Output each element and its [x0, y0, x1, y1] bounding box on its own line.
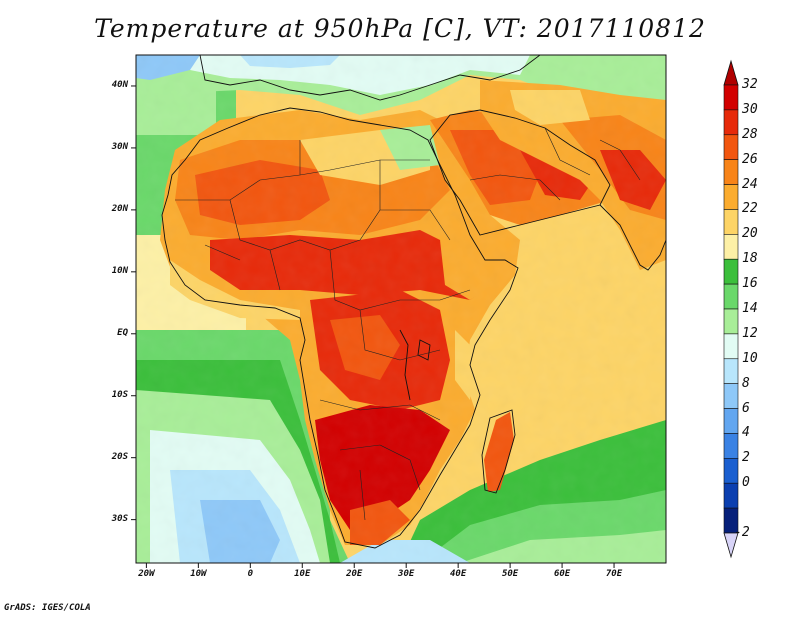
country-borders — [175, 127, 641, 521]
colorbar-swatch — [723, 458, 739, 484]
colorbar-swatch — [723, 258, 739, 285]
colorbar-swatch — [723, 383, 739, 409]
plot-border — [135, 54, 667, 564]
colorbar-label: 16 — [742, 276, 758, 292]
colorbar-swatch — [723, 84, 739, 111]
lat-tick-label: 10N — [111, 265, 128, 276]
colorbar-swatch — [723, 234, 739, 260]
colorbar-swatch — [723, 134, 739, 160]
lon-tick-label: 10E — [294, 569, 311, 579]
axis-ticks — [131, 85, 615, 568]
colorbar-swatch — [723, 333, 739, 360]
colorbar-label: -2 — [734, 525, 750, 540]
lat-tick-label: 20N — [111, 203, 128, 214]
colorbar-swatch — [723, 308, 739, 335]
colorbar-label: 18 — [742, 251, 758, 267]
colorbar-swatch — [723, 482, 739, 509]
grads-credit: GrADS: IGES/COLA — [4, 603, 91, 613]
colorbar-label: 2 — [742, 450, 750, 466]
lon-tick-label: 20E — [346, 569, 363, 579]
colorbar-swatch — [723, 283, 739, 310]
colorbar-swatch — [723, 358, 739, 384]
colorbar-label: 10 — [742, 350, 758, 366]
colorbar-label: 22 — [742, 201, 758, 217]
colorbar-label: 26 — [742, 151, 758, 167]
colorbar-swatch — [723, 109, 739, 136]
lat-tick-label: 30S — [111, 513, 128, 524]
colorbar-label: 24 — [742, 176, 758, 192]
lon-tick-label: 30E — [398, 569, 415, 579]
map-title: Temperature at 950hPa [C], VT: 201711081… — [94, 14, 706, 43]
lat-tick-label: 20S — [111, 451, 128, 462]
lon-tick-label: 20W — [138, 569, 155, 579]
colorbar-label: 32 — [742, 77, 758, 92]
lat-tick-label: 30N — [111, 141, 128, 152]
colorbar-label: 8 — [742, 375, 750, 391]
colorbar-over-triangle — [723, 59, 739, 86]
lon-tick-label: 50E — [501, 569, 519, 579]
lon-tick-label: 40E — [450, 569, 467, 579]
lat-tick-label: 10S — [111, 389, 128, 400]
colorbar-under-triangle — [723, 532, 739, 559]
colorbar-swatch — [723, 433, 739, 459]
lat-tick-label: EQ — [117, 327, 128, 338]
colorbar — [723, 59, 739, 559]
colorbar-swatch — [723, 209, 739, 235]
lon-tick-label: 10W — [190, 569, 207, 579]
colorbar-label: 14 — [742, 301, 758, 316]
colorbar-swatch — [723, 159, 739, 185]
lon-tick-label: 70E — [605, 569, 623, 579]
lon-tick-label: 60E — [553, 569, 571, 579]
colorbar-label: 4 — [742, 425, 750, 441]
lon-tick-label: 0 — [247, 569, 254, 579]
colorbar-label: 12 — [742, 325, 758, 341]
lat-tick-label: 40N — [111, 79, 128, 90]
colorbar-label: 28 — [742, 126, 758, 142]
colorbar-label: 20 — [742, 226, 758, 242]
colorbar-swatch — [723, 408, 739, 434]
colorbar-label: 0 — [742, 475, 750, 491]
colorbar-label: 6 — [742, 400, 750, 416]
coastlines — [161, 55, 666, 549]
colorbar-swatch — [723, 184, 739, 210]
temperature-field — [136, 55, 666, 563]
colorbar-label: 30 — [742, 101, 758, 117]
